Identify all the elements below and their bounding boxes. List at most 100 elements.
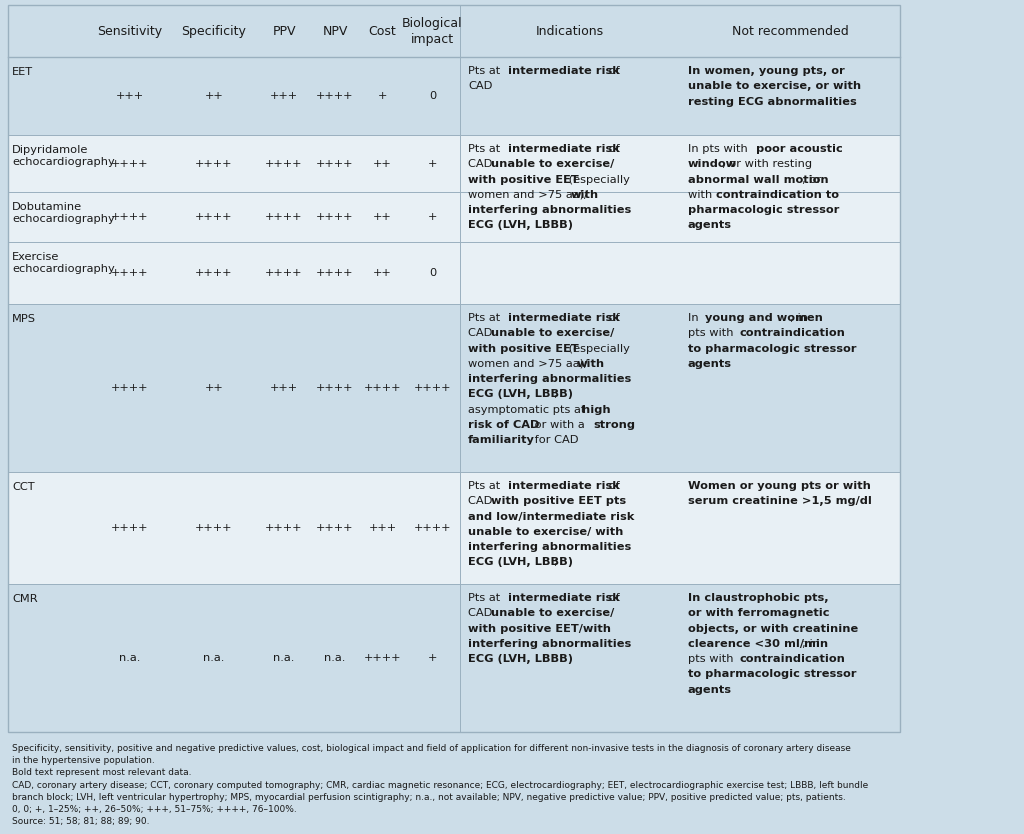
Text: with positive EET pts: with positive EET pts bbox=[490, 496, 626, 506]
Text: pts with: pts with bbox=[688, 654, 737, 664]
Text: ; in: ; in bbox=[791, 313, 809, 323]
Text: n.a.: n.a. bbox=[204, 653, 224, 663]
Text: agents: agents bbox=[688, 685, 732, 695]
Text: Not recommended: Not recommended bbox=[731, 24, 848, 38]
Text: ++++: ++++ bbox=[265, 158, 303, 168]
Text: CAD: CAD bbox=[468, 81, 493, 91]
Text: 0: 0 bbox=[429, 268, 436, 278]
Text: CMR: CMR bbox=[12, 594, 38, 604]
Text: n.a.: n.a. bbox=[120, 653, 140, 663]
Text: ECG (LVH, LBBB): ECG (LVH, LBBB) bbox=[468, 389, 573, 399]
Text: Cost: Cost bbox=[369, 24, 396, 38]
Text: or with a: or with a bbox=[530, 420, 588, 430]
Text: Biological
impact: Biological impact bbox=[402, 17, 463, 46]
Text: of: of bbox=[604, 313, 620, 323]
Text: ++++: ++++ bbox=[414, 383, 452, 393]
Text: pts with: pts with bbox=[688, 329, 737, 339]
Text: ++++: ++++ bbox=[112, 268, 148, 278]
Text: Pts at: Pts at bbox=[468, 481, 504, 491]
Text: poor acoustic: poor acoustic bbox=[757, 144, 843, 154]
Text: women and >75 aa)/: women and >75 aa)/ bbox=[468, 190, 588, 200]
Bar bbox=[8, 57, 900, 135]
Text: unable to exercise/: unable to exercise/ bbox=[490, 329, 614, 339]
Text: Bold text represent most relevant data.: Bold text represent most relevant data. bbox=[12, 768, 191, 777]
Text: +: + bbox=[428, 158, 437, 168]
Text: familiarity: familiarity bbox=[468, 435, 535, 445]
Text: interfering abnormalities: interfering abnormalities bbox=[468, 639, 631, 649]
Text: agents: agents bbox=[688, 359, 732, 369]
Text: strong: strong bbox=[593, 420, 635, 430]
Text: intermediate risk: intermediate risk bbox=[508, 144, 620, 154]
Text: n.a.: n.a. bbox=[325, 653, 346, 663]
Text: ; in: ; in bbox=[802, 639, 820, 649]
Text: CAD: CAD bbox=[468, 496, 496, 506]
Text: EET: EET bbox=[12, 67, 33, 77]
Text: ++: ++ bbox=[373, 268, 392, 278]
Text: ++++: ++++ bbox=[316, 523, 353, 533]
Text: to pharmacologic stressor: to pharmacologic stressor bbox=[688, 344, 856, 354]
Text: +: + bbox=[428, 653, 437, 663]
Text: resting ECG abnormalities: resting ECG abnormalities bbox=[688, 97, 857, 107]
Text: of: of bbox=[604, 66, 620, 76]
Text: Pts at: Pts at bbox=[468, 313, 504, 323]
Text: with: with bbox=[570, 190, 599, 200]
Text: ECG (LVH, LBBB): ECG (LVH, LBBB) bbox=[468, 654, 573, 664]
Text: with positive EET: with positive EET bbox=[468, 344, 579, 354]
Bar bbox=[8, 242, 900, 304]
Text: ++++: ++++ bbox=[196, 158, 232, 168]
Text: with positive EET: with positive EET bbox=[468, 174, 579, 184]
Text: branch block; LVH, left ventricular hypertrophy; MPS, myocardial perfusion scint: branch block; LVH, left ventricular hype… bbox=[12, 793, 846, 801]
Text: Pts at: Pts at bbox=[468, 593, 504, 603]
Text: ++: ++ bbox=[373, 212, 392, 222]
Text: for CAD: for CAD bbox=[530, 435, 579, 445]
Text: of: of bbox=[604, 481, 620, 491]
Text: ECG (LVH, LBBB): ECG (LVH, LBBB) bbox=[468, 557, 573, 567]
Text: +++: +++ bbox=[270, 91, 298, 101]
Text: interfering abnormalities: interfering abnormalities bbox=[468, 374, 631, 384]
Text: high: high bbox=[582, 404, 610, 414]
Text: ECG (LVH, LBBB): ECG (LVH, LBBB) bbox=[468, 220, 573, 230]
Text: ;: ; bbox=[553, 557, 557, 567]
Text: (especially: (especially bbox=[565, 174, 630, 184]
Text: ++++: ++++ bbox=[316, 91, 353, 101]
Text: objects, or with creatinine: objects, or with creatinine bbox=[688, 624, 858, 634]
Bar bbox=[8, 304, 900, 472]
Text: Women or young pts or with: Women or young pts or with bbox=[688, 481, 870, 491]
Text: in the hypertensive population.: in the hypertensive population. bbox=[12, 756, 155, 765]
Text: Sensitivity: Sensitivity bbox=[97, 24, 163, 38]
Text: +: + bbox=[378, 91, 387, 101]
Text: and low/intermediate risk: and low/intermediate risk bbox=[468, 511, 635, 521]
Text: asymptomatic pts at: asymptomatic pts at bbox=[468, 404, 589, 414]
Text: NPV: NPV bbox=[323, 24, 348, 38]
Text: pharmacologic stressor: pharmacologic stressor bbox=[688, 205, 840, 215]
Text: 0: 0 bbox=[429, 91, 436, 101]
Text: to pharmacologic stressor: to pharmacologic stressor bbox=[688, 670, 856, 680]
Text: ;: ; bbox=[553, 389, 557, 399]
Text: ++++: ++++ bbox=[316, 268, 353, 278]
Text: In pts with: In pts with bbox=[688, 144, 752, 154]
Text: ; or: ; or bbox=[802, 174, 821, 184]
Text: ++++: ++++ bbox=[112, 523, 148, 533]
Text: PPV: PPV bbox=[272, 24, 296, 38]
Text: contraindication: contraindication bbox=[739, 329, 845, 339]
Text: ++++: ++++ bbox=[196, 523, 232, 533]
Text: ++++: ++++ bbox=[196, 268, 232, 278]
Text: ++++: ++++ bbox=[265, 268, 303, 278]
Text: +++: +++ bbox=[369, 523, 396, 533]
Text: In women, young pts, or: In women, young pts, or bbox=[688, 66, 845, 76]
Text: intermediate risk: intermediate risk bbox=[508, 313, 620, 323]
Text: interfering abnormalities: interfering abnormalities bbox=[468, 542, 631, 552]
Text: Pts at: Pts at bbox=[468, 144, 504, 154]
Text: ++: ++ bbox=[373, 158, 392, 168]
Text: ++++: ++++ bbox=[316, 158, 353, 168]
Text: contraindication: contraindication bbox=[739, 654, 845, 664]
Text: Specificity, sensitivity, positive and negative predictive values, cost, biologi: Specificity, sensitivity, positive and n… bbox=[12, 744, 851, 753]
Text: Dipyridamole
echocardiography: Dipyridamole echocardiography bbox=[12, 145, 115, 168]
Bar bbox=[8, 5, 900, 732]
Text: risk of CAD: risk of CAD bbox=[468, 420, 540, 430]
Text: of: of bbox=[604, 593, 620, 603]
Text: Exercise
echocardiography: Exercise echocardiography bbox=[12, 252, 115, 274]
Text: ++++: ++++ bbox=[364, 653, 401, 663]
Text: serum creatinine >1,5 mg/dl: serum creatinine >1,5 mg/dl bbox=[688, 496, 871, 506]
Text: unable to exercise/: unable to exercise/ bbox=[490, 159, 614, 169]
